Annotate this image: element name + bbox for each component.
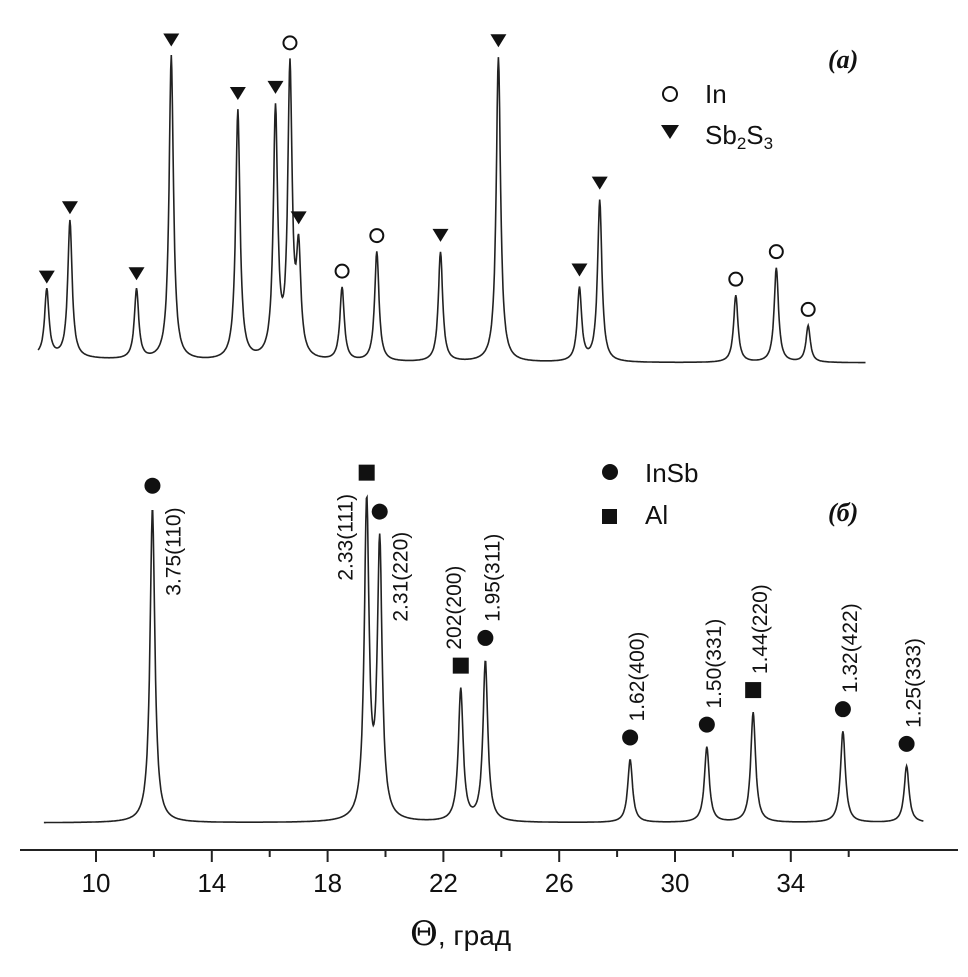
legend-sb2s3-label: Sb2S3 xyxy=(705,120,773,153)
peak-label: 2.33(111) xyxy=(335,494,358,581)
peak-label: 2.31(220) xyxy=(390,532,413,622)
x-axis-title: Θ, град xyxy=(410,914,511,954)
pattern-b-line xyxy=(43,494,924,824)
peak-marker-triangle xyxy=(490,34,507,48)
pattern-a-line xyxy=(37,54,866,364)
peak-label: 1.44(220) xyxy=(749,584,772,674)
peak-label: 1.32(422) xyxy=(839,603,862,693)
legend-in-label: In xyxy=(705,79,727,109)
peak-marker-circle-filled xyxy=(698,716,715,733)
x-axis: 10 14 18 22 26 30 34 xyxy=(20,849,958,898)
peak-marker-circle-filled xyxy=(371,503,388,520)
x-tick-label: 22 xyxy=(429,868,458,898)
peak-marker-triangle xyxy=(38,270,55,284)
panel-b-label: (б) xyxy=(828,498,858,527)
peak-marker-triangle xyxy=(290,211,307,225)
peak-marker-circle-open xyxy=(369,228,385,244)
panel-b: 3.75(110) 2.33(111) 2.31(220) 202(200) 1.95(… xyxy=(43,464,926,824)
legend-b: InSb Al xyxy=(602,458,699,530)
peak-marker-square xyxy=(358,464,375,481)
x-tick-label: 26 xyxy=(545,868,574,898)
peak-marker-circle-open xyxy=(800,301,816,317)
legend-insb-label: InSb xyxy=(645,458,699,488)
peak-marker-square xyxy=(745,682,762,699)
peak-marker-triangle xyxy=(229,86,246,100)
peak-marker-circle-open xyxy=(282,35,298,51)
x-tick-label: 10 xyxy=(82,868,111,898)
legend-al-marker xyxy=(602,509,617,524)
legend-al-label: Al xyxy=(645,500,668,530)
peak-marker-triangle xyxy=(163,33,180,47)
x-tick-label: 30 xyxy=(661,868,690,898)
peak-marker-circle-filled xyxy=(898,735,915,752)
peak-marker-circle-filled xyxy=(622,729,639,746)
legend-a: In Sb2S3 xyxy=(661,79,773,153)
peak-label: 1.95(311) xyxy=(481,534,504,622)
peak-label: 202(200) xyxy=(443,566,466,650)
peak-marker-triangle xyxy=(571,263,588,277)
peak-marker-triangle xyxy=(128,267,145,281)
peak-marker-square xyxy=(452,657,469,674)
legend-sb2s3-marker xyxy=(661,125,679,139)
peak-marker-circle-filled xyxy=(834,701,851,718)
x-tick-label: 14 xyxy=(197,868,226,898)
peak-marker-circle-open xyxy=(728,271,744,287)
peak-marker-triangle xyxy=(61,201,78,215)
legend-insb-marker xyxy=(602,464,618,480)
peak-label: 1.25(333) xyxy=(903,638,926,728)
peak-marker-circle-filled xyxy=(144,477,161,494)
peak-marker-triangle xyxy=(432,228,449,242)
peak-marker-triangle xyxy=(591,176,608,190)
peak-marker-triangle xyxy=(267,80,284,94)
x-tick-label: 18 xyxy=(313,868,342,898)
peak-label: 1.62(400) xyxy=(626,632,649,722)
panel-a xyxy=(37,33,866,364)
peak-label: 1.50(331) xyxy=(703,619,726,709)
legend-in-marker xyxy=(662,86,678,102)
peak-marker-circle-open xyxy=(768,244,784,260)
peak-marker-circle-open xyxy=(334,263,350,279)
panel-a-label: (a) xyxy=(828,45,858,74)
x-tick-label: 34 xyxy=(776,868,805,898)
peak-label: 3.75(110) xyxy=(162,507,185,595)
peak-marker-circle-filled xyxy=(477,629,494,646)
